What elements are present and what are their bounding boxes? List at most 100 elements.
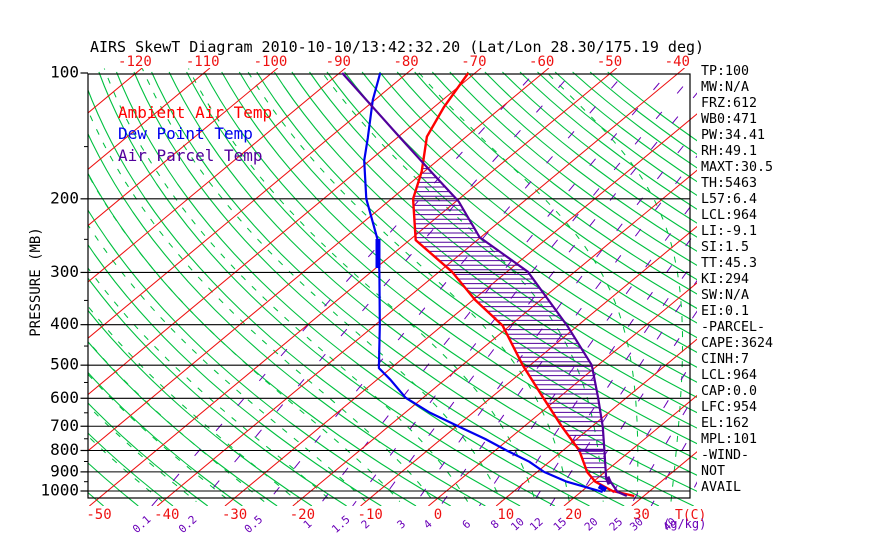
stat-line: TH:5463 [701,176,758,191]
mixing-ratio-line [197,73,572,506]
dry-adiabat-line [88,243,382,506]
stat-line: LI:-9.1 [701,224,758,239]
moist-adiabat-lines [88,68,684,503]
mixing-ratio-line [264,73,625,506]
stat-line: L57:6.4 [701,192,758,207]
legend-ambient-air-temp: Ambient Air Temp [118,103,272,122]
temp-unit-label: T(C) [675,508,706,523]
bottom-axis-tick-label: -40 [154,507,179,523]
moist-adiabat-line [88,267,333,502]
isotherm-line [156,68,685,506]
mixing-ratio-line [549,279,697,506]
bottom-axis-tick-label: -50 [86,507,111,523]
moist-adiabat-line [103,68,469,502]
isotherm-line [360,225,697,506]
pressure-tick-label: 600 [50,388,79,407]
mixing-ratio-tick-label: 0.1 [130,513,153,536]
pressure-tick-label: 300 [50,262,79,281]
dry-adiabat-line [361,71,697,339]
dry-adiabat-line [589,71,697,155]
stat-line: SI:1.5 [701,240,750,255]
isotherm-line [88,68,414,339]
pressure-tick-label: 200 [50,188,79,207]
dry-adiabat-line [537,71,697,197]
stat-line: AVAIL [701,480,742,495]
dry-adiabat-line [379,71,697,324]
top-axis-tick-label: -40 [665,54,690,70]
mixing-ratio-tick-label: 1.5 [329,513,352,536]
mixing-ratio-lines [151,73,697,506]
stat-line: NOT [701,464,726,479]
isotherm-line [88,68,279,227]
legend-dew-point-temp: Dew Point Temp [118,124,253,143]
mixing-ratio-line [478,197,697,506]
mixing-ratio-line [376,92,697,506]
bottom-axis-tick-label: -20 [290,507,315,523]
stat-line: LCL:964 [701,208,758,223]
stat-line: FRZ:612 [701,96,758,111]
isotherm-line [88,68,346,283]
dry-adiabat-line [238,71,697,445]
moist-adiabat-line [88,173,401,502]
bottom-axis-tick-label: -10 [358,507,383,523]
top-axis-tick-label: -110 [186,54,220,70]
plot-frame [80,72,691,499]
moist-adiabat-line [88,224,367,502]
top-axis-tick-label: -100 [254,54,288,70]
mixing-ratio-tick-label: 0.2 [176,513,199,536]
mixing-ratio-tick-label: 12 [527,515,546,534]
mixing-ratio-line [507,229,697,506]
dry-adiabat-line [414,71,697,295]
legend-dew-label: Dew Point Temp [118,124,253,143]
stat-line: -WIND- [701,448,750,463]
parcel-lcl-bend [604,476,613,485]
stat-line: WB0:471 [701,112,758,127]
dry-adiabat-line [88,209,417,506]
dry-adiabat-line [431,71,697,281]
curve-markers [375,239,613,493]
bottom-axis-tick-label: -30 [222,507,247,523]
stat-line: CAPE:3624 [701,336,774,351]
ambient-temp-curve [411,72,635,498]
dry-adiabat-line [88,371,243,506]
mixing-ratio-tick-label: 6 [460,517,474,531]
pressure-tick-label: 500 [50,355,79,374]
isotherm-line [88,68,211,170]
dry-adiabat-line [88,132,486,506]
stat-line: PW:34.41 [701,128,766,143]
top-axis-tick-label: -90 [326,54,351,70]
bottom-axis-tick-label: 20 [565,507,582,523]
stat-line: EL:162 [701,416,750,431]
moist-adiabat-line [245,68,570,502]
stat-line: EI:0.1 [701,304,750,319]
stat-line: LFC:954 [701,400,758,415]
isotherm-line [88,68,550,452]
dry-adiabat-line [221,71,697,460]
bottom-axis-tick-label: 0 [434,507,442,523]
dry-adiabat-line [554,71,697,183]
dry-adiabat-line [88,402,209,506]
isotherm-line [563,394,697,506]
top-axis-tick-label: -80 [393,54,418,70]
stat-line: CINH:7 [701,352,750,367]
isotherm-line [0,68,7,506]
mixing-ratio-line [604,353,697,506]
dry-adiabat-line [88,88,521,506]
isotherm-line [495,338,697,506]
moist-adiabat-line [542,68,684,502]
dry-adiabat-line [344,71,697,353]
mixing-ratio-line [530,256,697,506]
legend-air-parcel-temp: Air Parcel Temp [118,146,263,165]
dry-adiabat-line [466,71,697,252]
top-axis-tick-label: -70 [461,54,486,70]
dry-adiabat-line [168,71,694,506]
mixing-ratio-tick-label: 20 [582,515,601,534]
mixing-ratio-unit-label: (g/kg) [663,517,706,531]
dry-adiabat-line [484,71,697,238]
dry-adiabat-line [291,71,697,399]
mixing-ratio-tick-label: 3 [395,517,409,531]
mixing-ratio-tick-label: 25 [607,515,626,534]
isotherm-line [428,282,697,506]
stats-panel: TP:100 MW:N/A FRZ:612 WB0:471 PW:34.41 RH:49.… [701,64,773,496]
